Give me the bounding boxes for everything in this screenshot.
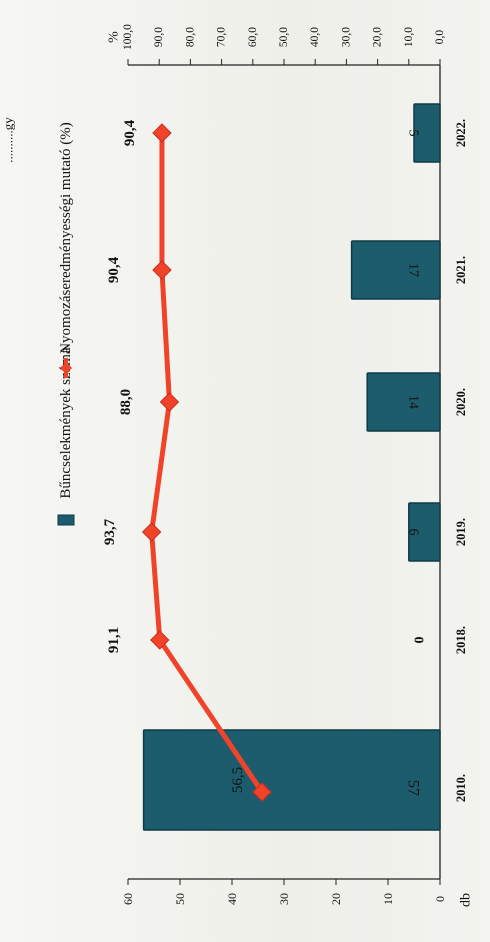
right-axis-tick-label: 90,0 [153,27,165,47]
line-marker [141,522,162,542]
right-axis-tick-label: 40,0 [309,27,321,47]
left-axis-label: db [459,893,474,907]
line-series [149,133,265,794]
left-axis-tick-label: 0 [433,896,447,902]
bar [413,103,441,163]
line-marker [152,260,172,280]
legend-swatch-bars [57,514,75,526]
bar-value-label: 17 [406,263,421,277]
right-axis-tick-label: 10,0 [403,27,415,47]
bar-value-label: 14 [406,395,421,409]
bar [142,729,441,831]
line-marker [150,630,170,650]
left-axis-tick-label: 30 [277,893,291,905]
right-axis-tick-label: 100,0 [122,24,134,50]
line-marker [152,123,172,143]
bar [366,372,441,432]
line-marker [159,392,180,412]
category-label: 2019. [454,518,468,546]
legend-marker-line [60,362,72,374]
legend-label-line: Nyomozáseredményességi mutató (%) [58,122,74,354]
right-axis-tick-label: 30,0 [340,27,352,47]
right-axis-tick-label: 80,0 [184,27,196,47]
left-axis-tick-label: 40 [225,893,239,905]
category-label: 2022. [454,119,468,147]
category-label: 2010. [454,774,468,802]
left-axis-tick-label: 60 [121,893,135,905]
top-text-fragment: ..........gy [1,117,16,163]
right-axis-tick-label: 0,0 [434,30,446,45]
right-axis-tick-label: 20,0 [372,27,384,47]
bar-value-label: 57 [405,780,422,796]
right-axis-tick-label: 50,0 [278,27,290,47]
right-axis-tick-label: 70,0 [216,27,228,47]
line-value-label: 93,7 [102,518,118,545]
legend-label-bars: Bűncselekmények száma [58,347,74,499]
right-axis-label: % [107,31,122,43]
line-value-label: 88,0 [118,389,134,415]
bar-value-label: 6 [406,529,421,536]
bar-value-label: 5 [406,130,421,137]
line-value-label: 56,5 [230,767,246,793]
line-marker [252,782,272,802]
category-label: 2021. [454,256,468,284]
line-value-label: 90,4 [106,256,122,283]
left-axis-tick-label: 20 [329,893,343,905]
line-value-label: 90,4 [122,119,138,146]
left-axis-tick-label: 10 [381,893,395,905]
bar [350,240,441,300]
line-value-label: 91,1 [106,627,122,653]
bar-value-label: 0 [413,637,428,644]
right-axis-tick-label: 60,0 [247,27,259,47]
category-label: 2018. [454,626,468,654]
bar [408,502,441,562]
left-axis-tick-label: 50 [173,893,187,905]
category-label: 2020. [454,388,468,416]
